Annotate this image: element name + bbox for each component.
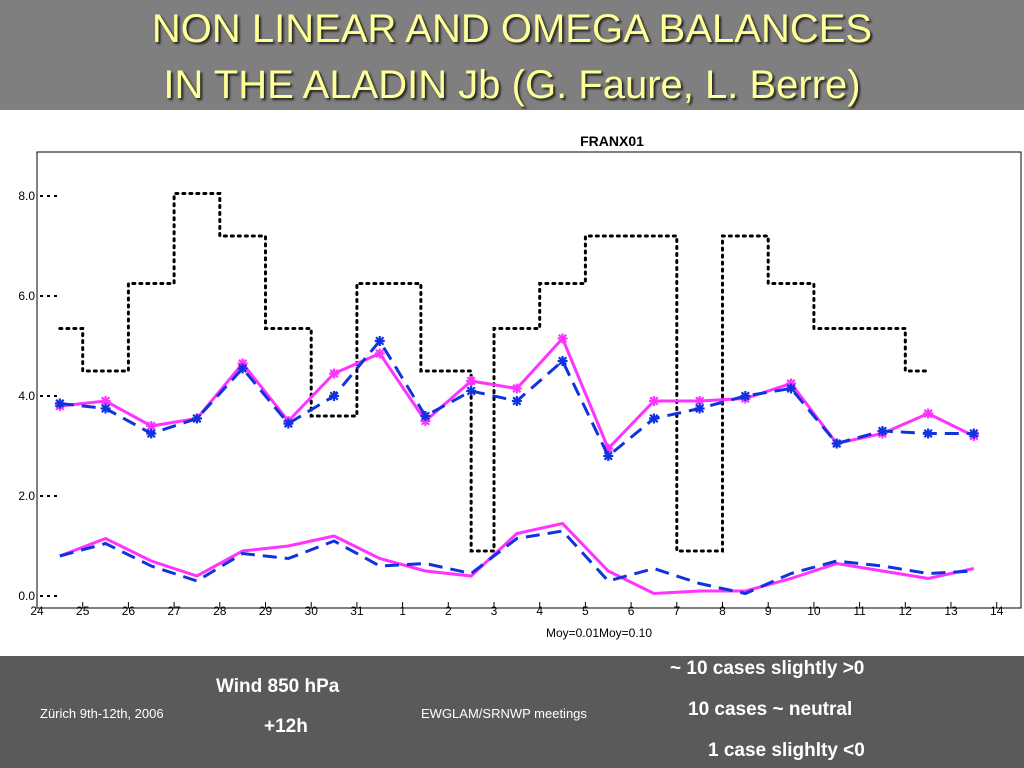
- x-tick-label: 30: [305, 604, 319, 618]
- x-tick-label: 5: [582, 604, 589, 618]
- footer-note-positive: ~ 10 cases slightly >0: [670, 658, 865, 679]
- point-marker: [648, 396, 659, 406]
- point-marker: [923, 408, 934, 419]
- x-tick-label: 28: [213, 604, 227, 618]
- footer-lead-time: +12h: [264, 716, 308, 737]
- title-band: [0, 0, 1024, 110]
- plot-frame: [36, 151, 1022, 609]
- y-tick-label: 2.0: [18, 489, 35, 503]
- x-tick-label: 8: [719, 604, 726, 618]
- point-marker: [603, 451, 614, 461]
- y-tick-label: 4.0: [18, 389, 35, 403]
- footer-field-label: Wind 850 hPa: [216, 676, 340, 697]
- point-marker: [877, 426, 888, 436]
- point-marker: [923, 428, 934, 439]
- point-marker: [511, 396, 522, 406]
- point-marker: [420, 411, 431, 421]
- slide-title-line-2: IN THE ALADIN Jb (G. Faure, L. Berre): [163, 63, 861, 107]
- point-marker: [648, 413, 659, 424]
- point-marker: [329, 391, 340, 401]
- point-marker: [100, 396, 111, 406]
- x-tick-label: 3: [491, 604, 498, 618]
- x-tick-label: 7: [673, 604, 680, 618]
- footer-meeting: EWGLAM/SRNWP meetings: [421, 706, 587, 721]
- y-tick-label: 6.0: [18, 289, 35, 303]
- series-line-solid: [59, 521, 975, 596]
- x-tick-label: 25: [76, 604, 90, 618]
- x-tick-label: 13: [944, 604, 958, 618]
- axes-group: 0.02.04.06.08.024 25 26 27 28 29 30 31 1 2 3 4 5 6 7 8 9…: [18, 189, 1003, 618]
- point-marker: [100, 403, 111, 414]
- y-tick-label: 8.0: [18, 189, 35, 203]
- x-tick-label: 9: [765, 604, 772, 618]
- point-marker: [694, 403, 705, 414]
- x-tick-label: 4: [536, 604, 543, 618]
- x-tick-label: 24: [30, 604, 44, 618]
- point-marker: [54, 398, 65, 409]
- x-tick-label: 31: [350, 604, 364, 618]
- x-tick-label: 11: [853, 604, 866, 618]
- point-marker: [374, 348, 385, 359]
- x-tick-label: 6: [628, 604, 635, 618]
- x-tick-label: 14: [990, 604, 1004, 618]
- series-group: [54, 192, 979, 596]
- point-marker: [146, 428, 157, 439]
- chart-svg: FRANX01 Moy=0.01Moy=0.10 0.0 2.0 4.0 6.0 8.0…: [18, 133, 1022, 640]
- series-line-step: [58, 192, 930, 553]
- x-axis-label: Moy=0.01Moy=0.10: [546, 626, 652, 640]
- x-tick-label: 26: [122, 604, 136, 618]
- point-marker: [466, 386, 477, 396]
- point-marker: [557, 333, 568, 344]
- x-tick-label: 2: [445, 604, 452, 618]
- point-marker: [283, 418, 294, 429]
- x-tick-label: 29: [259, 604, 273, 618]
- x-tick-label: 10: [807, 604, 821, 618]
- point-marker: [786, 383, 797, 394]
- x-tick-label: 12: [899, 604, 913, 618]
- point-marker: [329, 368, 340, 379]
- x-tick-label: 1: [399, 604, 406, 618]
- footer-note-neutral: 10 cases ~ neutral: [688, 699, 853, 720]
- footer-location-date: Zürich 9th-12th, 2006: [40, 706, 164, 721]
- footer-band: [0, 656, 1024, 768]
- chart-panel: FRANX01 Moy=0.01Moy=0.10 0.0 2.0 4.0 6.0 8.0…: [0, 110, 1024, 656]
- point-marker: [557, 356, 568, 366]
- point-marker: [968, 428, 979, 439]
- chart-title: FRANX01: [580, 133, 644, 149]
- point-marker: [831, 438, 842, 449]
- point-marker: [466, 376, 477, 386]
- point-marker: [237, 363, 248, 374]
- point-marker: [511, 383, 522, 394]
- point-marker: [740, 391, 751, 401]
- footer-note-negative: 1 case slighlty <0: [708, 740, 865, 761]
- point-marker: [191, 413, 202, 424]
- point-marker: [374, 336, 385, 346]
- slide-title-line-1: NON LINEAR AND OMEGA BALANCES: [151, 7, 873, 51]
- series-line-dashed: [59, 529, 974, 596]
- x-tick-label: 27: [167, 604, 181, 618]
- y-tick-label: 0.0: [18, 589, 35, 603]
